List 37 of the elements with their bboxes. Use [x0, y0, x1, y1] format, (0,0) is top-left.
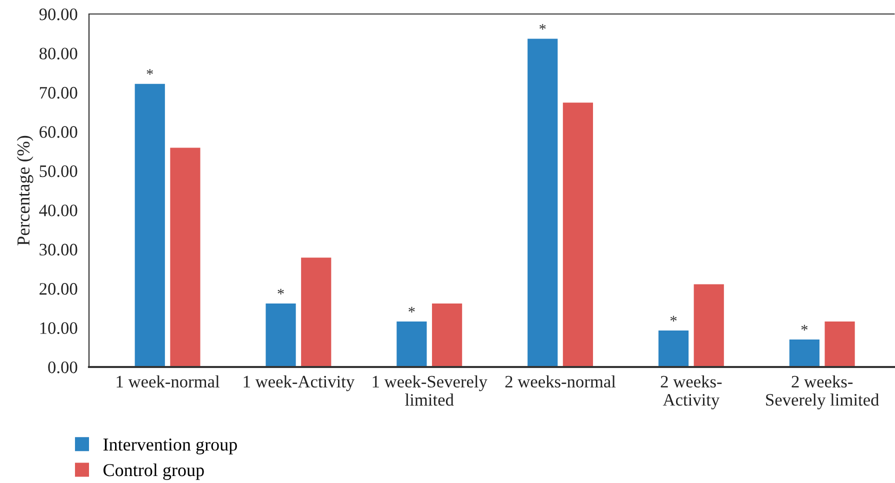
y-tick-label: 70.00 — [40, 86, 78, 99]
bar — [789, 340, 820, 367]
bar — [562, 102, 594, 367]
annotation: * — [801, 324, 808, 330]
x-tick-label: 1 week-Activity — [244, 375, 355, 392]
y-tick-label: 50.00 — [40, 165, 78, 178]
y-tick-label: 20.00 — [40, 283, 78, 295]
annotation: * — [278, 288, 284, 294]
x-tick-label: 2 weeks- Severely limited — [766, 375, 880, 410]
bar — [301, 258, 332, 367]
legend-label: Control group — [104, 464, 204, 480]
bar — [528, 38, 558, 367]
x-tick-label: 1 week-Severely limited — [372, 375, 488, 406]
y-tick-label: 10.00 — [40, 322, 78, 334]
y-tick-label: 80.00 — [39, 48, 78, 60]
bar — [824, 322, 855, 367]
annotation: * — [540, 24, 546, 30]
y-tick-label: 60.00 — [40, 126, 78, 138]
bar — [694, 284, 724, 367]
y-axis-title: Percentage (%) — [16, 136, 34, 246]
bar — [432, 303, 462, 367]
annotation: * — [408, 306, 415, 312]
legend-label: Intervention group — [103, 438, 237, 454]
x-tick-label: 1 week-normal — [116, 375, 220, 388]
annotation: * — [146, 69, 153, 75]
x-tick-label: 2 weeks-normal — [505, 375, 616, 388]
y-tick-label: 90.00 — [39, 8, 78, 20]
annotation: * — [670, 316, 677, 322]
x-tick-label: 2 weeks- Activity — [660, 375, 722, 410]
y-tick-label: 30.00 — [40, 244, 78, 256]
bar — [658, 330, 689, 367]
bar — [170, 148, 200, 367]
y-tick-label: 40.00 — [39, 204, 78, 216]
y-tick-label: 0.00 — [48, 361, 78, 374]
bar — [134, 84, 165, 367]
bar — [396, 322, 427, 367]
bar — [266, 303, 296, 367]
